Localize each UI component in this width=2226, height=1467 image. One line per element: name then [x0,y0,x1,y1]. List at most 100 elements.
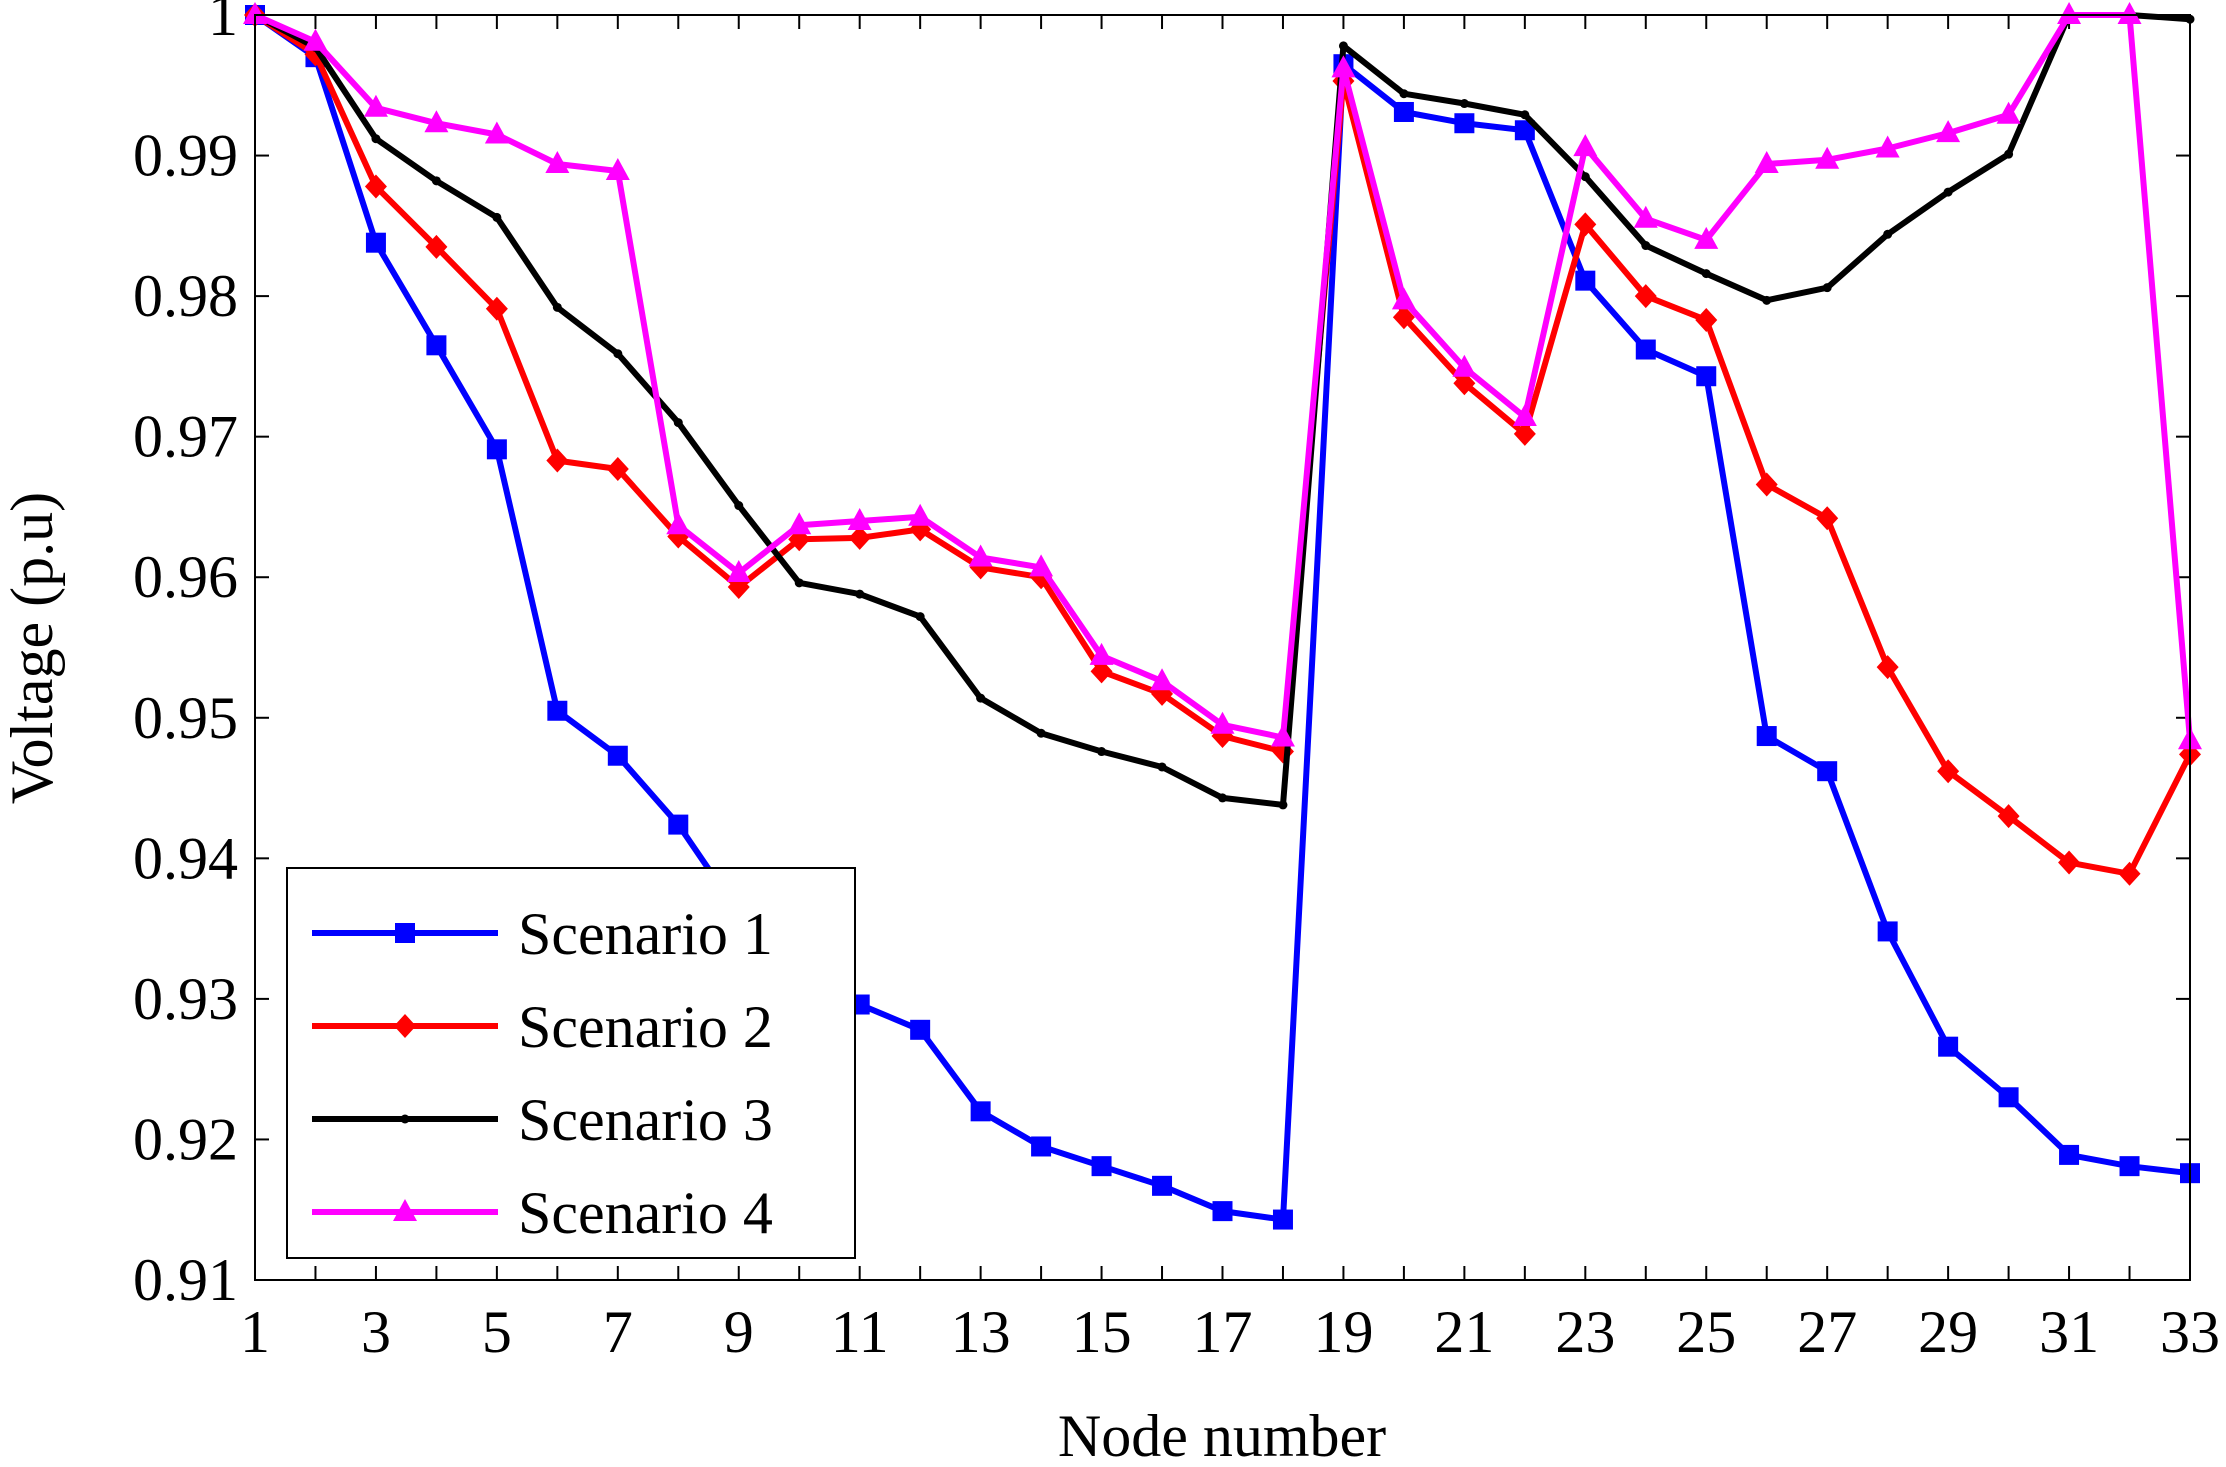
x-tick-label: 11 [831,1299,889,1365]
data-point-square [1272,1209,1293,1230]
data-point-square [395,923,415,943]
data-point-dot [1641,241,1651,251]
y-tick-label: 0.96 [133,544,238,610]
data-point-diamond [485,296,508,321]
data-point-dot [1762,295,1772,305]
legend-label: Scenario 2 [518,994,773,1060]
data-point-dot [2004,149,2014,159]
data-point-triangle [1996,101,2021,124]
x-axis-label: Node number [1058,1403,1386,1467]
data-point-triangle [1089,642,1114,665]
data-point-dot [1036,728,1046,738]
data-point-triangle [1512,403,1537,426]
data-point-dot [1399,89,1409,99]
data-point-diamond [606,456,629,481]
x-tick-label: 9 [724,1299,754,1365]
data-series [243,2,2202,1230]
data-point-triangle [1150,668,1175,691]
data-point-diamond [1755,472,1778,497]
data-point-square [1575,270,1596,291]
legend-item-scenario-2: Scenario 2 [312,994,773,1060]
data-point-square [970,1101,991,1122]
x-tick-label: 21 [1434,1299,1494,1365]
x-tick-label: 33 [2160,1299,2220,1365]
data-point-triangle [908,503,933,526]
y-tick-label: 0.95 [133,685,238,751]
data-point-diamond [546,448,569,473]
x-tick-label: 15 [1072,1299,1132,1365]
data-point-dot [371,134,381,144]
data-point-square [1696,366,1717,387]
x-tick-label: 13 [951,1299,1011,1365]
x-tick-label: 27 [1797,1299,1857,1365]
data-point-dot [1338,41,1348,51]
data-point-diamond [425,234,448,259]
data-point-diamond [2058,850,2081,875]
data-point-square [1756,726,1777,747]
data-point-square [910,1019,931,1040]
data-point-square [668,814,689,835]
data-point-dot [1459,99,1469,109]
y-axis-label: Voltage (p.u) [0,492,65,804]
data-point-square [1635,339,1656,360]
data-point-dot [734,501,744,511]
legend-item-scenario-1: Scenario 1 [312,901,773,967]
data-point-diamond [2118,861,2141,886]
data-point-triangle [726,560,751,583]
data-point-square [1998,1087,2019,1108]
data-point-square [426,335,447,356]
y-tick-label: 0.98 [133,263,238,329]
data-point-triangle [1694,226,1719,249]
data-point-dot [1157,762,1167,772]
data-point-diamond [1695,308,1718,333]
data-point-diamond [1513,421,1536,446]
x-tick-label: 1 [240,1299,270,1365]
data-point-triangle [1452,354,1477,377]
legend-label: Scenario 1 [518,901,773,967]
data-point-square [2059,1144,2080,1165]
data-point-triangle [424,110,449,133]
series-scenario-4 [243,2,2202,750]
data-point-diamond [1876,655,1899,680]
y-tick-label: 1 [208,0,238,48]
data-point-dot [492,212,502,222]
data-point-diamond [1997,804,2020,829]
data-point-diamond [394,1014,416,1038]
data-point-dot [431,176,441,186]
x-tick-label: 25 [1676,1299,1736,1365]
data-point-triangle [605,158,630,181]
data-point-triangle [484,121,509,144]
data-point-diamond [1392,305,1415,330]
data-point-square [1817,761,1838,782]
x-tick-label: 5 [482,1299,512,1365]
data-point-triangle [243,2,267,24]
data-point-dot [1701,269,1711,279]
data-point-square [1152,1175,1173,1196]
legend-item-scenario-3: Scenario 3 [312,1087,773,1153]
data-point-dot [1580,172,1590,182]
data-point-triangle [1936,120,1961,143]
axis-ticks [254,14,2191,1281]
data-point-diamond [364,174,387,199]
data-point-triangle [545,150,570,173]
data-point-triangle [1633,205,1658,228]
data-point-diamond [1453,371,1476,396]
data-point-dot [976,693,986,703]
data-point-triangle [1331,55,1356,78]
data-point-dot [794,578,804,588]
data-point-triangle [303,28,328,51]
data-point-square [1091,1156,1112,1177]
plot-frame [254,14,2191,1281]
data-point-dot [855,589,865,599]
data-point-triangle [1391,287,1416,310]
data-point-square [1212,1201,1233,1222]
data-point-dot [1097,747,1107,757]
data-point-dot [915,612,925,622]
data-point-dot [1822,283,1832,293]
data-point-square [1454,113,1475,134]
data-point-square [2119,1156,2140,1177]
data-point-triangle [1573,134,1598,157]
x-tick-label: 23 [1555,1299,1615,1365]
data-point-square [486,439,507,460]
